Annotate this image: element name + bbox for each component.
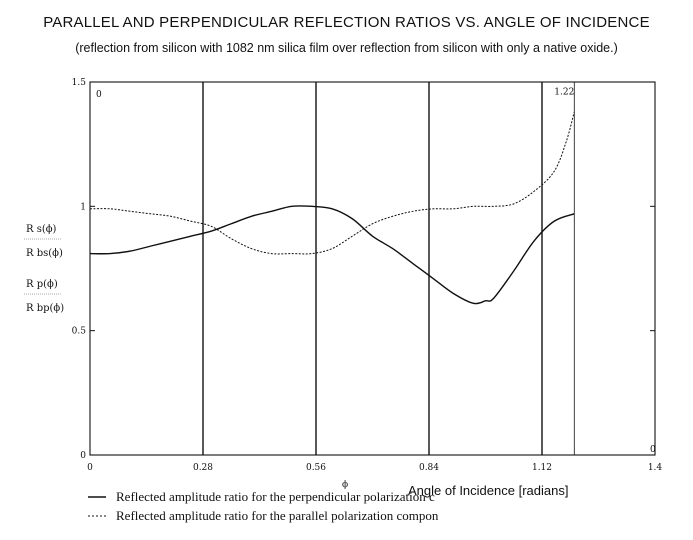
y-tick-label: 0 bbox=[80, 451, 86, 461]
plot-frame bbox=[89, 81, 656, 456]
x-tick-label: 0 bbox=[87, 463, 93, 473]
corner-label-top-left: 0 bbox=[96, 90, 102, 100]
series-line-perpendicular bbox=[89, 205, 575, 305]
x-variable-symbol: ϕ bbox=[342, 480, 348, 490]
corner-label-bottom-right: 0 bbox=[650, 445, 656, 455]
ylabel-bottom-numerator: R p(ϕ) bbox=[26, 279, 58, 290]
y-tick-label: 1.5 bbox=[72, 78, 87, 88]
y-tick-label: 1 bbox=[80, 202, 86, 212]
x-tick-label: 1.4 bbox=[648, 463, 663, 473]
x-tick-label: 0.84 bbox=[419, 463, 439, 473]
x-tick-label: 0.28 bbox=[193, 463, 213, 473]
y-tick-label: 0.5 bbox=[72, 327, 87, 337]
series-layer bbox=[89, 111, 575, 305]
annotation-1-22: 1.22 bbox=[554, 87, 574, 97]
chart-title: PARALLEL AND PERPENDICULAR REFLECTION RA… bbox=[43, 14, 650, 31]
ylabel-bottom-denominator: R bp(ϕ) bbox=[26, 303, 64, 314]
legend-label-parallel: Reflected amplitude ratio for the parall… bbox=[116, 508, 439, 523]
series-line-parallel bbox=[89, 111, 575, 255]
tick-labels: 0 0.5 1 1.5 0 0.28 0.56 0.84 1.12 1.4 bbox=[72, 78, 663, 473]
legend-label-perpendicular: Reflected amplitude ratio for the perpen… bbox=[116, 489, 435, 504]
ylabel-top-denominator: R bs(ϕ) bbox=[26, 248, 63, 259]
chart-subtitle: (reflection from silicon with 1082 nm si… bbox=[75, 41, 618, 55]
x-axis-label: Angle of Incidence [radians] bbox=[408, 483, 568, 498]
x-tick-label: 0.56 bbox=[306, 463, 326, 473]
vertical-markers bbox=[202, 82, 575, 455]
plot-border bbox=[89, 81, 656, 456]
x-tick-label: 1.12 bbox=[532, 463, 552, 473]
ylabel-top-numerator: R s(ϕ) bbox=[26, 224, 57, 235]
